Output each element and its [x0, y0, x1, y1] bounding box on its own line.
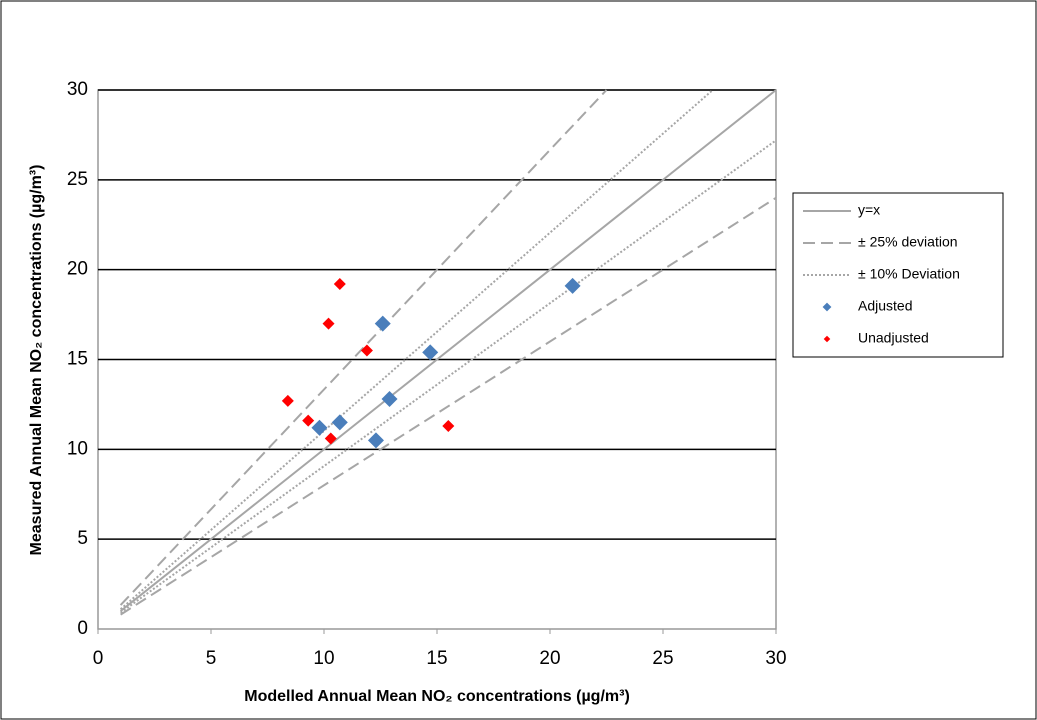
- data-point: [322, 317, 335, 330]
- reference-line: [119, 89, 777, 616]
- data-point: [324, 432, 337, 445]
- legend-label: ± 25% deviation: [858, 234, 958, 250]
- y-tick-label: 15: [67, 349, 88, 370]
- data-point: [331, 414, 348, 431]
- legend-label: Unadjusted: [858, 330, 929, 346]
- x-tick-label: 20: [539, 648, 560, 669]
- y-tick-label: 25: [67, 169, 88, 190]
- y-axis-title: Measured Annual Mean NO₂ concentrations …: [28, 165, 45, 556]
- data-point: [302, 414, 315, 427]
- reference-line: [119, 89, 777, 614]
- x-axis-title: Modelled Annual Mean NO₂ concentrations …: [244, 688, 630, 705]
- y-tick-label: 0: [77, 618, 88, 639]
- legend-swatch: [823, 335, 831, 343]
- legend-label: ± 10% Deviation: [858, 266, 960, 282]
- data-point: [564, 277, 581, 294]
- y-tick-label: 10: [67, 438, 88, 459]
- data-point: [367, 432, 384, 449]
- reference-line: [119, 89, 777, 612]
- x-tick-label: 10: [313, 648, 334, 669]
- data-point: [311, 419, 328, 436]
- legend-label: y=x: [858, 202, 880, 218]
- y-tick-label: 5: [77, 528, 88, 549]
- data-point: [381, 391, 398, 408]
- legend-swatch: [822, 302, 832, 312]
- data-point: [442, 419, 455, 432]
- data-point: [422, 344, 439, 361]
- x-tick-label: 5: [206, 648, 217, 669]
- y-tick-label: 20: [67, 259, 88, 280]
- data-point: [333, 278, 346, 291]
- y-tick-label: 30: [67, 79, 88, 100]
- data-point: [360, 344, 373, 357]
- x-tick-label: 0: [93, 648, 104, 669]
- x-tick-label: 25: [652, 648, 673, 669]
- data-point: [281, 394, 294, 407]
- legend-label: Adjusted: [858, 298, 912, 314]
- data-point: [374, 315, 391, 332]
- x-tick-label: 30: [765, 648, 786, 669]
- x-tick-label: 15: [426, 648, 447, 669]
